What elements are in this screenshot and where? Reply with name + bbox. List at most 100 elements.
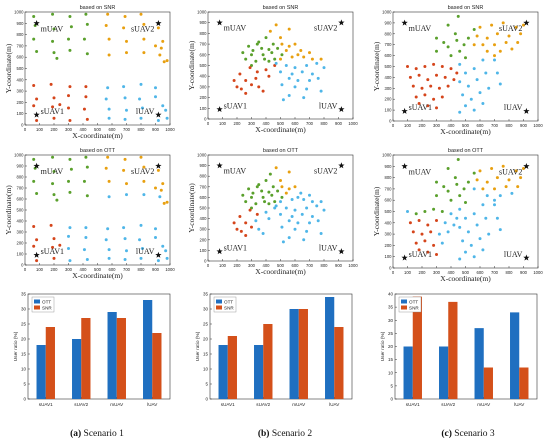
y-tick-label: 300 bbox=[385, 232, 393, 237]
user-point-red bbox=[35, 259, 39, 263]
user-point-green bbox=[51, 12, 55, 16]
user-point-orange bbox=[125, 51, 128, 55]
y-tick-label: 15 bbox=[21, 352, 27, 357]
y-tick-label: 0 bbox=[389, 266, 392, 271]
user-point-red bbox=[435, 73, 438, 77]
user-point-red bbox=[437, 86, 441, 90]
user-point-blue bbox=[106, 86, 110, 90]
user-point-blue bbox=[493, 198, 496, 202]
station-label-mUAV: mUAV bbox=[409, 24, 432, 33]
y-axis-label: User ratio (%) bbox=[13, 331, 19, 361]
y-tick-label: 20 bbox=[21, 337, 27, 342]
user-point-green bbox=[250, 195, 253, 199]
x-tick-label: 400 bbox=[448, 123, 456, 128]
x-tick-label: 600 bbox=[109, 127, 117, 132]
user-point-orange bbox=[284, 191, 288, 195]
y-tick-label: 900 bbox=[385, 164, 393, 169]
x-tick-label: 500 bbox=[462, 270, 470, 275]
user-point-green bbox=[85, 52, 89, 56]
star-icon bbox=[33, 162, 40, 169]
star-icon bbox=[216, 248, 223, 255]
y-tick-label: 25 bbox=[388, 331, 394, 336]
user-point-orange bbox=[507, 178, 511, 182]
user-point-green bbox=[472, 171, 476, 175]
user-point-orange bbox=[142, 22, 146, 26]
x-tick-label: 500 bbox=[277, 263, 285, 268]
user-point-orange bbox=[154, 186, 157, 190]
y-tick-label: 200 bbox=[385, 97, 393, 102]
x-tick-label: 800 bbox=[506, 270, 514, 275]
chart-title: based on OTT bbox=[80, 148, 116, 154]
user-point-blue bbox=[302, 238, 306, 242]
user-point-blue bbox=[322, 66, 326, 70]
user-point-green bbox=[251, 191, 255, 195]
x-tick-label: 500 bbox=[277, 121, 285, 126]
user-point-orange bbox=[514, 169, 518, 173]
user-point-blue bbox=[472, 212, 476, 216]
user-point-green bbox=[32, 15, 36, 19]
y-tick-label: 800 bbox=[200, 31, 208, 36]
bar-ott-lUAV bbox=[510, 312, 520, 400]
user-point-blue bbox=[310, 200, 314, 204]
user-point-green bbox=[462, 43, 466, 47]
bar-ott-mUAV bbox=[289, 309, 299, 399]
station-label-sUAV2: sUAV2 bbox=[131, 24, 154, 33]
user-point-orange bbox=[522, 167, 525, 171]
user-point-orange bbox=[287, 44, 291, 48]
bar-panel-s3-bar: 0 5 10 15 20 25 30 35 40 User ratio (%) sUAV1 sUAV2… bbox=[380, 292, 538, 407]
y-tick-label: 35 bbox=[388, 305, 394, 310]
x-tick-label: 900 bbox=[335, 263, 343, 268]
user-point-orange bbox=[472, 43, 476, 47]
user-point-red bbox=[52, 96, 56, 100]
user-point-orange bbox=[293, 42, 297, 46]
x-tick-label: 200 bbox=[419, 123, 427, 128]
caption-3: (c) Scenario 3 bbox=[441, 428, 495, 439]
station-label-sUAV2: sUAV2 bbox=[499, 24, 522, 33]
user-point-green bbox=[68, 48, 72, 52]
y-tick-label: 1000 bbox=[14, 10, 24, 15]
user-point-red bbox=[232, 221, 236, 225]
user-point-orange bbox=[122, 168, 126, 172]
user-point-orange bbox=[106, 12, 110, 16]
user-point-red bbox=[255, 70, 259, 74]
user-point-red bbox=[411, 230, 415, 234]
user-point-blue bbox=[164, 108, 168, 112]
x-tick-label: mUAV bbox=[110, 402, 124, 407]
user-point-blue bbox=[281, 98, 285, 102]
user-point-blue bbox=[487, 232, 491, 236]
x-tick-label: 0 bbox=[207, 263, 210, 268]
user-point-green bbox=[52, 51, 56, 55]
user-point-orange bbox=[162, 60, 166, 64]
user-point-red bbox=[443, 75, 447, 79]
user-point-red bbox=[84, 85, 88, 89]
bar-ott-lUAV bbox=[143, 300, 153, 399]
y-tick-label: 500 bbox=[200, 206, 208, 211]
chart-title: based on OTT bbox=[263, 148, 299, 154]
user-point-orange bbox=[279, 57, 282, 61]
x-tick-label: 900 bbox=[152, 127, 160, 132]
y-tick-label: 300 bbox=[200, 84, 208, 89]
user-point-blue bbox=[458, 62, 462, 66]
user-point-orange bbox=[107, 53, 111, 57]
bar-ott-sUAV2 bbox=[254, 345, 264, 399]
user-point-blue bbox=[139, 256, 143, 260]
x-tick-label: 900 bbox=[335, 121, 343, 126]
user-point-blue bbox=[280, 83, 284, 87]
y-axis-label: Y-coordinate(m) bbox=[187, 183, 196, 233]
user-point-blue bbox=[84, 236, 88, 239]
user-point-red bbox=[432, 97, 436, 101]
x-tick-label: 500 bbox=[94, 267, 102, 272]
user-point-green bbox=[449, 54, 453, 58]
user-point-red bbox=[423, 65, 427, 68]
user-point-orange bbox=[290, 55, 294, 59]
x-tick-label: 1000 bbox=[533, 270, 543, 275]
user-point-blue bbox=[510, 191, 514, 195]
y-tick-label: 400 bbox=[385, 220, 393, 225]
scatter-panel-s3-snr: based on SNR 0 100 200 300 400 500 600 700 800 900… bbox=[372, 5, 543, 136]
user-point-orange bbox=[123, 157, 127, 161]
legend-label-ott: OTT bbox=[224, 299, 233, 304]
user-point-red bbox=[84, 95, 88, 99]
y-tick-label: 0 bbox=[389, 119, 392, 124]
star-icon bbox=[155, 251, 162, 258]
